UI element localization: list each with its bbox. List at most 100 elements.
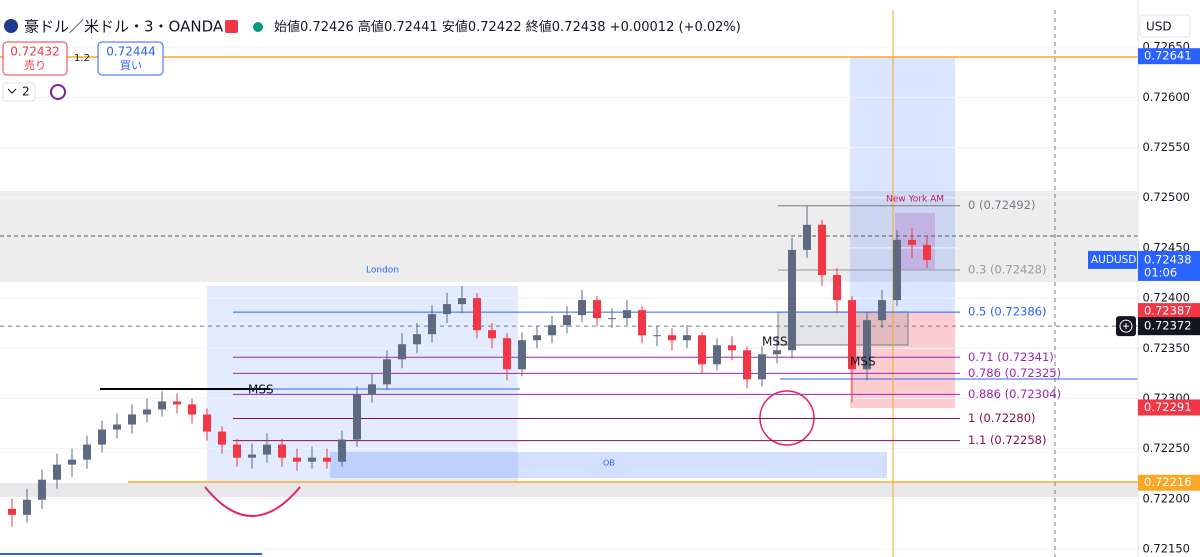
candle-body (698, 335, 706, 365)
value: 0.72426 (300, 20, 354, 35)
y-tick-label: 0.72150 (1142, 541, 1190, 555)
candles (8, 205, 931, 527)
circle-mark (759, 390, 815, 446)
sell-button[interactable] (2, 41, 68, 76)
range-box (0, 483, 1138, 497)
candle-body (53, 464, 61, 480)
fib-label: 0 (0.72492) (968, 198, 1036, 212)
candle-body (848, 300, 856, 370)
candle-body (653, 335, 661, 337)
price-tag (1138, 474, 1200, 491)
sell-label: 売り (24, 59, 46, 72)
label: 始値 (274, 19, 300, 35)
fib-label: 0.5 (0.72386) (968, 305, 1046, 319)
candle-body (233, 444, 241, 458)
candle-body (668, 335, 676, 341)
label: 安値 (442, 19, 468, 35)
candle-body (143, 409, 151, 415)
background-layer (0, 57, 1138, 497)
plus-icon (1119, 319, 1133, 333)
candle-body (413, 334, 421, 345)
candle-body (428, 314, 436, 335)
y-tick-label: 0.72200 (1142, 491, 1190, 505)
plus-icon (1123, 323, 1129, 330)
session-label: London (366, 266, 399, 276)
crosshair-tag (1138, 317, 1200, 336)
spread: 1.2 (74, 53, 90, 64)
sell-price: 0.72432 (10, 45, 60, 59)
candle-body (383, 359, 391, 385)
currency-button[interactable] (1139, 14, 1191, 38)
candle-body (68, 459, 76, 465)
label: 終値 (526, 19, 552, 35)
buy-label: 買い (120, 59, 142, 72)
candle-body (758, 354, 766, 380)
curve-mark (204, 486, 301, 517)
candle-body (878, 300, 886, 321)
candle-body (38, 479, 46, 500)
candle-body (368, 384, 376, 395)
mss-label: MSS (850, 355, 876, 369)
candle-body (203, 414, 211, 432)
change: +0.00012 (610, 20, 675, 35)
interval-button[interactable] (2, 82, 36, 102)
currency: USD (1146, 20, 1172, 34)
candle-body (278, 444, 286, 458)
candle-body (83, 444, 91, 460)
y-tick-label: 0.72450 (1142, 240, 1190, 254)
candle-body (308, 457, 316, 462)
candle-body (533, 335, 541, 341)
candle-body (443, 304, 451, 315)
candle-body (353, 394, 361, 440)
fib-label: 0.886 (0.72304) (968, 387, 1061, 401)
y-tick-label: 0.72550 (1142, 140, 1190, 154)
fib-label: 0.71 (0.72341) (968, 350, 1054, 364)
ob-box (330, 452, 887, 478)
candle-body (593, 300, 601, 319)
box (777, 311, 909, 346)
ob-label: OB (603, 459, 615, 468)
y-tick-label: 0.72600 (1142, 90, 1190, 104)
refresh-icon[interactable] (50, 84, 66, 100)
fib-layer: 0 (0.72492) 0.3 (0.72428) 0.5 (0.72386) 0.7… (233, 198, 1061, 447)
toolbar: 豪ドル／米ドル・3・OANDA 始値0.72426 高値0.72441 安値0.… (2, 14, 1191, 102)
grid (0, 46, 1138, 550)
fib-label: 0.3 (0.72428) (968, 262, 1046, 276)
candle-body (713, 345, 721, 365)
candle-body (158, 401, 166, 410)
candle-body (578, 300, 586, 316)
candle-body (338, 439, 346, 462)
value: 0.72422 (468, 20, 522, 35)
candle-body (833, 274, 841, 301)
crosshair-price: 0.72372 (1144, 319, 1192, 333)
candle-body (173, 401, 181, 405)
symbol-title[interactable]: 豪ドル／米ドル・3・OANDA (24, 18, 224, 36)
candle-body (488, 330, 496, 339)
annotations: London New York AM MSS MSS MSS OB (248, 195, 944, 468)
candle-body (773, 350, 781, 355)
candle-body (818, 224, 826, 275)
candle-body (728, 345, 736, 351)
mss-label: MSS (248, 383, 274, 397)
ohlc: 始値0.72426 高値0.72441 安値0.72422 終値0.72438 … (274, 19, 741, 35)
candle-body (518, 340, 526, 370)
candle-body (743, 350, 751, 380)
session-label: New York AM (886, 195, 944, 205)
buy-button[interactable] (97, 41, 164, 76)
value: 0.72441 (384, 20, 438, 35)
symbol-tag (1088, 250, 1137, 269)
icon[interactable] (225, 20, 238, 33)
candle-body (893, 239, 901, 301)
candle-body (503, 338, 511, 370)
candle-body (128, 414, 136, 425)
candle-body (608, 318, 616, 320)
london-session (207, 286, 518, 482)
price-tag (1138, 303, 1200, 320)
candle-body (803, 224, 811, 250)
chevron (7, 88, 17, 94)
price-tag (1138, 48, 1200, 65)
y-tick-label: 0.72500 (1142, 190, 1190, 204)
y-tick-label: 0.72350 (1142, 341, 1190, 355)
